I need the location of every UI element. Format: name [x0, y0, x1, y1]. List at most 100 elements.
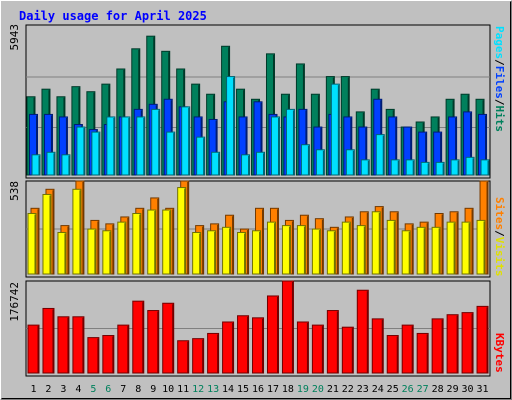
bar-kbytes-day-1 [27, 324, 40, 374]
bar-kbytes-day-12 [192, 338, 205, 374]
hits-files-pages-legend: Pages/Files/Hits [493, 26, 506, 132]
x-tick-label-day-23: 23 [357, 384, 369, 395]
legend-kbytes: KBytes [493, 333, 506, 373]
x-tick-label-day-28: 28 [432, 384, 444, 395]
legend-sep-3: / [493, 230, 506, 237]
bar-pages-day-28 [435, 161, 445, 176]
bar-kbytes-day-19 [296, 321, 309, 374]
bar-pages-day-17 [270, 116, 280, 176]
bar-kbytes-day-16 [252, 317, 265, 374]
bar-pages-day-21 [330, 83, 340, 176]
x-tick-label-day-29: 29 [447, 384, 459, 395]
bar-kbytes-day-7 [117, 324, 130, 374]
x-tick-label-day-18: 18 [282, 384, 294, 395]
bar-kbytes-day-5 [87, 337, 100, 374]
bar-visits-day-28 [431, 226, 441, 275]
visits-panel-ymax-label: 538 [8, 181, 21, 201]
x-tick-label-day-16: 16 [252, 384, 264, 395]
x-tick-label-day-11: 11 [177, 384, 189, 395]
x-tick-label-day-3: 3 [60, 384, 66, 395]
bar-visits-day-6 [102, 230, 112, 275]
bar-visits-day-5 [87, 228, 97, 275]
bar-kbytes-day-23 [356, 289, 369, 374]
bar-visits-day-21 [326, 230, 336, 275]
bar-kbytes-day-21 [326, 310, 339, 374]
bar-pages-day-15 [241, 154, 251, 176]
bar-visits-day-1 [27, 212, 37, 275]
bar-kbytes-day-20 [311, 324, 324, 374]
bar-kbytes-day-18 [281, 280, 294, 374]
bar-visits-day-19 [296, 225, 306, 275]
bar-pages-day-18 [285, 108, 295, 176]
bar-visits-day-4 [72, 188, 82, 275]
x-tick-label-day-9: 9 [150, 384, 156, 395]
bar-pages-day-27 [420, 161, 430, 176]
bar-visits-day-22 [341, 221, 351, 275]
bar-pages-day-20 [315, 149, 325, 176]
bar-pages-day-22 [345, 149, 355, 176]
bar-pages-day-13 [211, 151, 221, 176]
bar-kbytes-day-26 [401, 324, 414, 374]
bar-pages-day-1 [31, 154, 41, 176]
x-tick-label-day-30: 30 [462, 384, 474, 395]
x-tick-label-day-24: 24 [372, 384, 384, 395]
x-tick-label-day-17: 17 [267, 384, 279, 395]
bar-kbytes-day-10 [162, 302, 175, 374]
bar-visits-day-23 [356, 225, 366, 275]
bar-visits-day-31 [476, 219, 486, 275]
legend-hits: Hits [493, 106, 506, 133]
bars-layer [26, 35, 490, 374]
bar-pages-day-4 [76, 126, 86, 176]
x-axis-labels: 1 2 3 4 5 6 7 8 9 10 11 12 13 14 15 16 17 18 19 20 21 22 23 24 2… [30, 384, 488, 395]
x-tick-label-day-12: 12 [192, 384, 204, 395]
bar-visits-day-30 [461, 221, 471, 275]
bar-visits-day-25 [386, 219, 396, 275]
x-tick-label-day-2: 2 [45, 384, 51, 395]
bar-pages-day-19 [300, 144, 310, 176]
bar-pages-day-25 [390, 159, 400, 176]
bar-pages-day-29 [450, 159, 460, 176]
bar-pages-day-23 [360, 159, 370, 176]
bar-visits-day-2 [42, 193, 52, 275]
bar-visits-day-24 [371, 211, 381, 275]
bar-kbytes-day-6 [102, 335, 115, 374]
bar-pages-day-7 [121, 116, 131, 176]
bar-kbytes-day-25 [386, 335, 399, 374]
bar-kbytes-day-31 [476, 305, 489, 374]
legend-files: Files [493, 66, 506, 99]
bar-kbytes-day-28 [431, 318, 444, 374]
bar-visits-day-17 [266, 221, 276, 275]
x-tick-label-day-25: 25 [387, 384, 399, 395]
bar-pages-day-26 [405, 159, 415, 176]
kbytes-panel-ymax-label: 176742 [8, 282, 21, 322]
bar-kbytes-day-2 [42, 307, 55, 374]
bar-kbytes-day-3 [57, 316, 70, 374]
bar-pages-day-10 [166, 131, 176, 176]
bar-visits-day-27 [416, 226, 426, 275]
bar-kbytes-day-27 [416, 332, 429, 374]
bar-visits-day-18 [281, 225, 291, 275]
legend-pages: Pages [493, 26, 506, 59]
bar-pages-day-3 [61, 154, 71, 176]
x-tick-label-day-31: 31 [476, 384, 488, 395]
bar-visits-day-8 [132, 212, 142, 275]
x-tick-label-day-5: 5 [90, 384, 96, 395]
bar-kbytes-day-9 [147, 310, 160, 374]
bar-kbytes-day-17 [266, 295, 279, 374]
bar-visits-day-11 [177, 187, 187, 275]
bar-visits-day-26 [401, 230, 411, 275]
chart-title: Daily usage for April 2025 [19, 9, 207, 23]
bar-pages-day-11 [181, 106, 191, 176]
bar-visits-day-3 [57, 232, 67, 275]
bar-kbytes-day-22 [341, 326, 354, 374]
bar-visits-day-29 [446, 221, 456, 275]
bar-kbytes-day-30 [461, 312, 474, 374]
bar-kbytes-day-4 [72, 316, 85, 374]
bar-visits-day-7 [117, 221, 127, 275]
bar-kbytes-day-11 [177, 340, 190, 374]
bar-pages-day-12 [196, 136, 206, 176]
bar-visits-day-14 [222, 226, 232, 275]
bar-pages-day-14 [226, 76, 236, 176]
